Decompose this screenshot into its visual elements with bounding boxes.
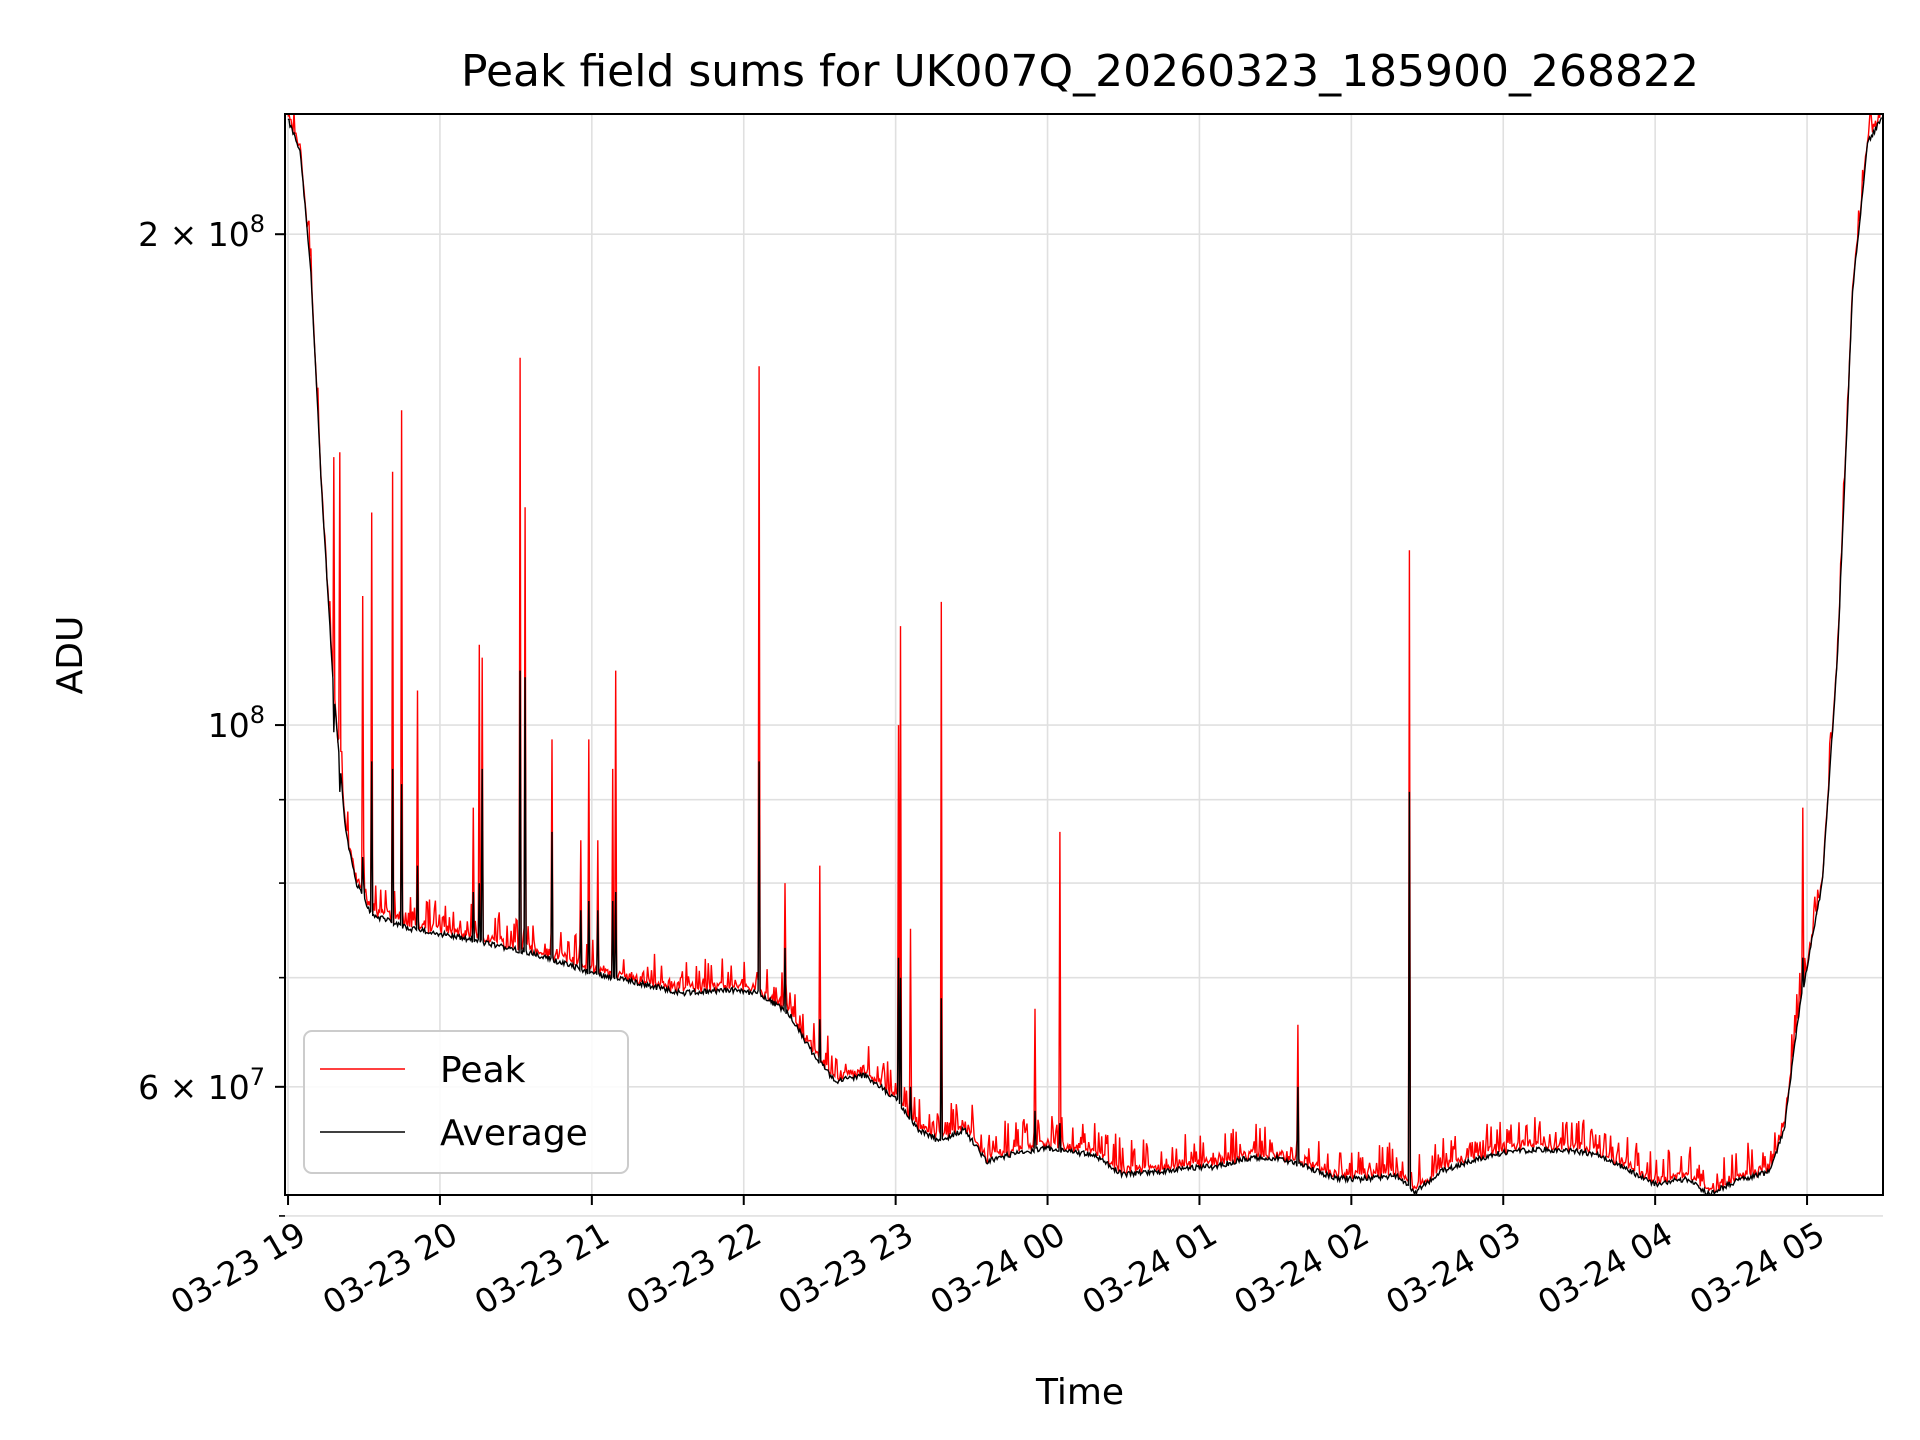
x-tick-label: 03-23 20 (316, 1214, 464, 1322)
x-tick-label: 03-23 22 (620, 1214, 768, 1322)
x-tick-label: 03-24 01 (1075, 1214, 1223, 1322)
x-tick-label: 03-23 19 (164, 1214, 312, 1322)
legend-label-average: Average (440, 1113, 588, 1154)
series-line-peak (287, 114, 1881, 1193)
legend: Peak Average (303, 1030, 629, 1174)
series-line-average (287, 117, 1883, 1195)
x-tick-label: 03-24 04 (1531, 1214, 1679, 1322)
y-tick-label: 6 × 107 (138, 1063, 265, 1107)
x-tick-label: 03-24 03 (1379, 1214, 1527, 1322)
y-tick-label: 2 × 108 (138, 210, 265, 254)
x-tick-label: 03-23 23 (772, 1214, 920, 1322)
x-tick-label: 03-23 21 (468, 1214, 616, 1322)
legend-label-peak: Peak (440, 1050, 526, 1091)
x-tick-label: 03-24 02 (1227, 1214, 1375, 1322)
x-axis-label: Time (1035, 1372, 1124, 1413)
y-axis-label: ADU (50, 616, 91, 695)
legend-box (303, 1030, 629, 1174)
x-tick-label: 03-24 05 (1683, 1214, 1831, 1322)
plot-area (287, 114, 1883, 1195)
y-tick-label: 108 (208, 701, 265, 745)
chart-title: Peak field sums for UK007Q_20260323_1859… (461, 46, 1699, 97)
x-tick-label: 03-24 00 (924, 1214, 1072, 1322)
axes-frame (284, 113, 1884, 1196)
